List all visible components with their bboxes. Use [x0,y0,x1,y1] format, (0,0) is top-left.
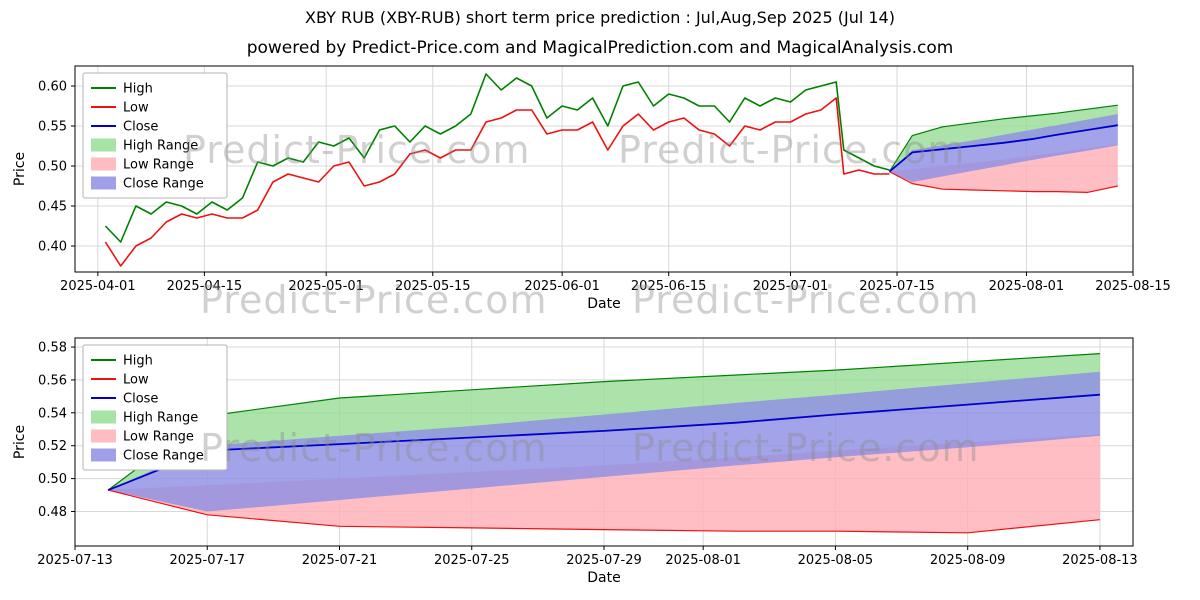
x-tick-label: 2025-04-15 [167,279,243,294]
y-tick-label: 0.40 [38,240,67,255]
x-tick-label: 2025-08-13 [1062,553,1138,568]
y-tick-label: 0.54 [38,406,67,421]
low-range-band [889,144,1118,193]
legend-close_range-swatch [91,176,116,190]
y-tick-label: 0.60 [38,80,67,95]
x-tick-label: 2025-08-15 [1095,279,1171,294]
close-range-band [108,371,1100,512]
legend-label: Close [123,120,158,135]
forecast-close-line [107,393,1100,491]
x-tick-label: 2025-05-15 [395,279,471,294]
y-tick-label: 0.58 [38,341,67,356]
x-tick-label: 2025-08-01 [665,553,741,568]
plot-frame [74,65,1134,273]
y-tick-label: 0.56 [38,373,67,388]
x-tick-label: 2025-07-17 [169,553,245,568]
x-tick-label: 2025-07-01 [753,279,829,294]
history-low-line [104,97,890,267]
legend-label: Low Range [123,158,194,173]
legend-label: Close [123,392,158,407]
y-tick-label: 0.55 [38,120,67,135]
x-tick-label: 2025-08-01 [989,279,1065,294]
legend-box [82,344,228,471]
bottom-x-axis-label: Date [587,570,621,586]
x-tick-label: 2025-06-01 [524,279,600,294]
y-tick-label: 0.45 [38,200,67,215]
legend-low_range-swatch [91,429,116,443]
forecast-close-line [888,124,1118,173]
y-tick-label: 0.48 [38,505,67,520]
x-tick-label: 2025-04-01 [60,279,136,294]
legend-label: Low Range [123,430,194,445]
chart-subtitle: powered by Predict-Price.com and Magical… [246,38,954,58]
legend-label: Low [123,101,149,116]
forecast-low-line [107,489,1100,534]
x-tick-label: 2025-06-15 [631,279,707,294]
chart-title: XBY RUB (XBY-RUB) short term price predi… [305,8,895,27]
close-range-band [889,114,1118,182]
y-tick-label: 0.52 [38,439,67,454]
legend-label: Close Range [123,449,204,464]
x-tick-label: 2025-05-01 [288,279,364,294]
legend-label: Close Range [123,177,204,192]
x-tick-label: 2025-07-15 [859,279,935,294]
y-tick-label: 0.50 [38,472,67,487]
legend-label: Low [123,373,149,388]
x-tick-label: 2025-07-25 [434,553,510,568]
legend-high_range-swatch [91,410,116,424]
x-tick-label: 2025-07-21 [302,553,378,568]
legend-label: High [123,82,153,97]
legend-low_range-swatch [91,157,116,171]
legend-label: High [123,354,153,369]
legend-close_range-swatch [91,448,116,462]
x-tick-label: 2025-08-09 [930,553,1006,568]
top-x-axis-label: Date [587,296,621,312]
bottom-y-axis-label: Price [12,424,28,460]
legend-label: High Range [123,411,198,426]
x-tick-label: 2025-07-29 [566,553,642,568]
low-range-band [108,434,1100,533]
legend-label: High Range [123,139,198,154]
y-tick-label: 0.50 [38,160,67,175]
forecast-high-line [107,353,1100,491]
forecast-high-line [888,104,1118,172]
history-high-line [104,73,890,243]
forecast-low-line [889,171,1118,193]
legend-box [82,72,228,199]
top-y-axis-label: Price [12,151,28,187]
x-tick-label: 2025-07-13 [37,553,113,568]
legend-high_range-swatch [91,138,116,152]
x-tick-label: 2025-08-05 [798,553,874,568]
